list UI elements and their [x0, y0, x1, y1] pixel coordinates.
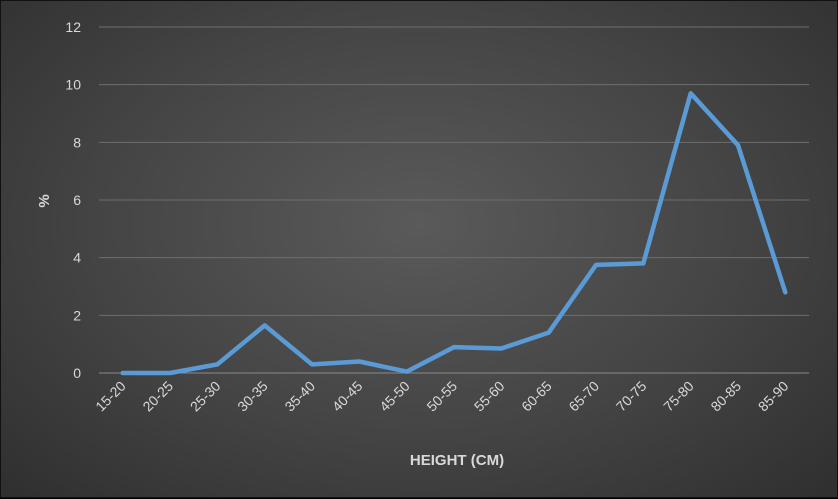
- x-tick-label: 20-25: [139, 378, 176, 415]
- x-tick-label: 15-20: [92, 378, 129, 415]
- x-tick-label: 50-55: [423, 378, 460, 415]
- gridlines: [99, 26, 809, 374]
- y-axis-ticks: 0 2 4 6 8 10 12: [65, 19, 81, 381]
- y-tick-label: 6: [73, 192, 81, 208]
- y-tick-label: 4: [73, 250, 81, 266]
- x-tick-label: 35-40: [281, 378, 318, 415]
- x-axis-ticks: 15-20 20-25 25-30 30-35 35-40 40-45 45-50 50-55…: [92, 378, 791, 415]
- x-axis-title: HEIGHT (CM): [410, 452, 504, 469]
- x-tick-label: 75-80: [660, 378, 697, 415]
- x-tick-label: 45-50: [376, 378, 413, 415]
- x-tick-label: 60-65: [518, 378, 555, 415]
- y-tick-label: 2: [73, 307, 81, 323]
- x-tick-label: 40-45: [329, 378, 366, 415]
- y-tick-label: 12: [65, 19, 81, 35]
- y-axis-title: %: [36, 194, 53, 207]
- y-tick-label: 10: [65, 77, 81, 93]
- series-line: [120, 91, 788, 376]
- x-tick-label: 70-75: [613, 378, 650, 415]
- x-tick-label: 85-90: [755, 378, 792, 415]
- x-tick-label: 55-60: [471, 378, 508, 415]
- x-tick-label: 65-70: [565, 378, 602, 415]
- x-tick-label: 30-35: [234, 378, 271, 415]
- x-tick-label: 25-30: [187, 378, 224, 415]
- y-tick-label: 0: [73, 365, 81, 381]
- x-tick-label: 80-85: [707, 378, 744, 415]
- y-tick-label: 8: [73, 134, 81, 150]
